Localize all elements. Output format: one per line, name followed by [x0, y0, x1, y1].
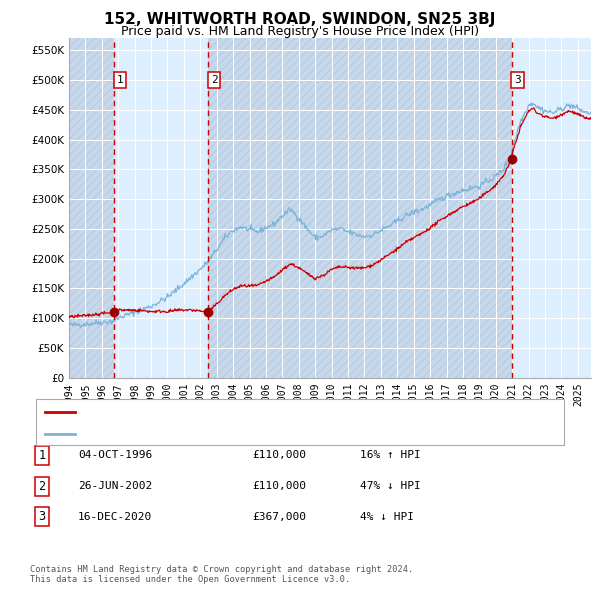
Text: HPI: Average price, detached house, Swindon: HPI: Average price, detached house, Swin…: [81, 429, 318, 439]
Text: 152, WHITWORTH ROAD, SWINDON, SN25 3BJ (detached house): 152, WHITWORTH ROAD, SWINDON, SN25 3BJ (…: [81, 407, 415, 417]
Text: 26-JUN-2002: 26-JUN-2002: [78, 481, 152, 491]
Text: 152, WHITWORTH ROAD, SWINDON, SN25 3BJ: 152, WHITWORTH ROAD, SWINDON, SN25 3BJ: [104, 12, 496, 27]
Text: 16-DEC-2020: 16-DEC-2020: [78, 512, 152, 522]
Text: 2: 2: [38, 480, 46, 493]
Text: 1: 1: [38, 449, 46, 462]
Text: 47% ↓ HPI: 47% ↓ HPI: [360, 481, 421, 491]
Text: 3: 3: [514, 75, 521, 85]
Bar: [512, 38, 591, 378]
Text: £367,000: £367,000: [252, 512, 306, 522]
Bar: [208, 38, 512, 378]
Text: 3: 3: [38, 510, 46, 523]
Text: 16% ↑ HPI: 16% ↑ HPI: [360, 451, 421, 460]
Text: £110,000: £110,000: [252, 451, 306, 460]
Bar: [114, 38, 208, 378]
Text: £110,000: £110,000: [252, 481, 306, 491]
Bar: [69, 38, 114, 378]
Text: 1: 1: [116, 75, 124, 85]
Text: 04-OCT-1996: 04-OCT-1996: [78, 451, 152, 460]
Text: 4% ↓ HPI: 4% ↓ HPI: [360, 512, 414, 522]
Text: Price paid vs. HM Land Registry's House Price Index (HPI): Price paid vs. HM Land Registry's House …: [121, 25, 479, 38]
Text: Contains HM Land Registry data © Crown copyright and database right 2024.
This d: Contains HM Land Registry data © Crown c…: [30, 565, 413, 584]
Text: 2: 2: [211, 75, 218, 85]
